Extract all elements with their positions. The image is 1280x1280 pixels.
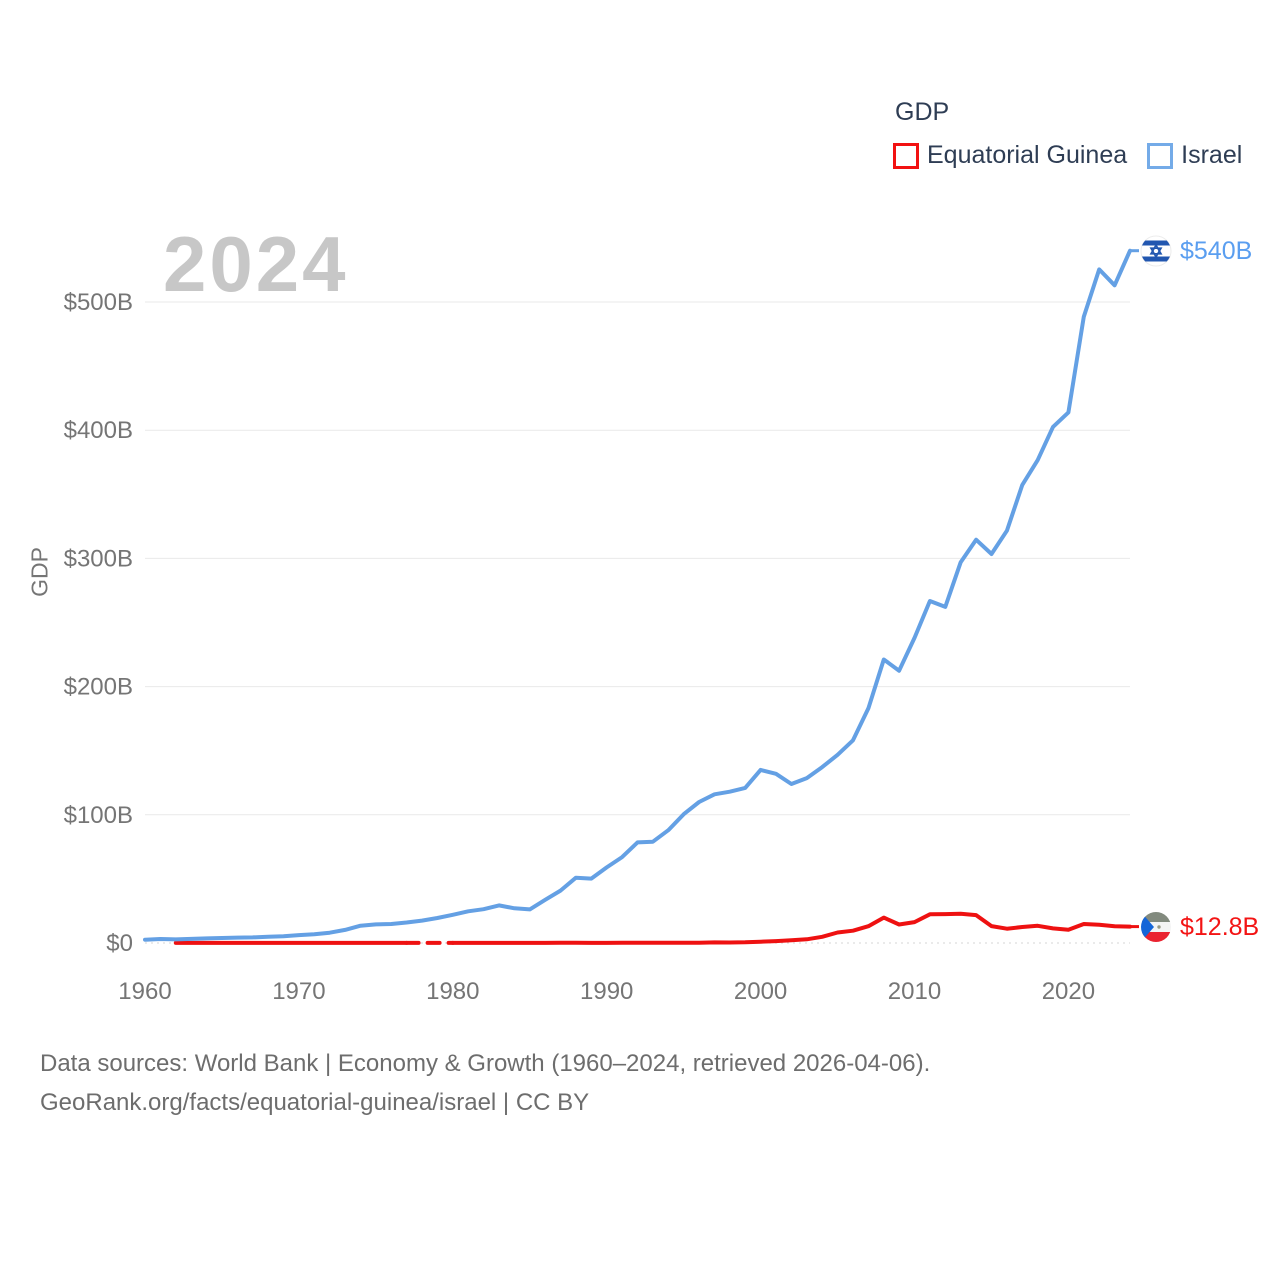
x-tick-label: 1960	[118, 978, 171, 1005]
israel-end-label: $540B	[1140, 235, 1252, 267]
legend-label-equatorial-guinea: Equatorial Guinea	[927, 141, 1128, 169]
y-axis-title: GDP	[26, 547, 53, 597]
legend-label-israel: Israel	[1181, 141, 1243, 169]
equatorial-guinea-end-value: $12.8B	[1180, 912, 1260, 941]
x-tick-label: 2000	[734, 978, 787, 1005]
x-tick-label: 1970	[272, 978, 325, 1005]
equatorial-guinea-line	[450, 911, 1132, 945]
y-tick-label: $400B	[64, 417, 133, 444]
footer: Data sources: World Bank | Economy & Gro…	[40, 1044, 930, 1122]
legend-item-equatorial-guinea[interactable]: Equatorial Guinea	[893, 141, 1127, 170]
x-tick-label: 1990	[580, 978, 633, 1005]
legend-items: Equatorial Guinea Israel	[893, 141, 1242, 170]
israel-swatch-icon	[1147, 142, 1174, 169]
x-tick-label: 2010	[888, 978, 941, 1005]
y-tick-label: $0	[106, 930, 133, 957]
footer-data-sources: Data sources: World Bank | Economy & Gro…	[40, 1050, 931, 1077]
chart-legend: GDP Equatorial Guinea Israel	[893, 98, 1242, 170]
israel-flag-icon	[1140, 235, 1172, 267]
y-tick-label: $500B	[64, 289, 133, 316]
israel-end-value: $540B	[1180, 236, 1253, 265]
x-tick-label: 2020	[1042, 978, 1095, 1005]
x-tick-label: 1980	[426, 978, 479, 1005]
legend-item-israel[interactable]: Israel	[1147, 141, 1242, 170]
equatorial-guinea-end-label: $12.8B	[1140, 911, 1259, 943]
israel-line	[143, 248, 1132, 942]
equatorial-guinea-flag-icon	[1140, 911, 1172, 943]
equatorial-guinea-swatch-icon	[893, 142, 919, 169]
y-tick-label: $100B	[64, 802, 133, 829]
y-tick-label: $200B	[64, 674, 133, 701]
y-tick-label: $300B	[64, 545, 133, 572]
legend-title: GDP	[895, 98, 950, 126]
footer-attribution: GeoRank.org/facts/equatorial-guinea/isra…	[40, 1089, 590, 1116]
